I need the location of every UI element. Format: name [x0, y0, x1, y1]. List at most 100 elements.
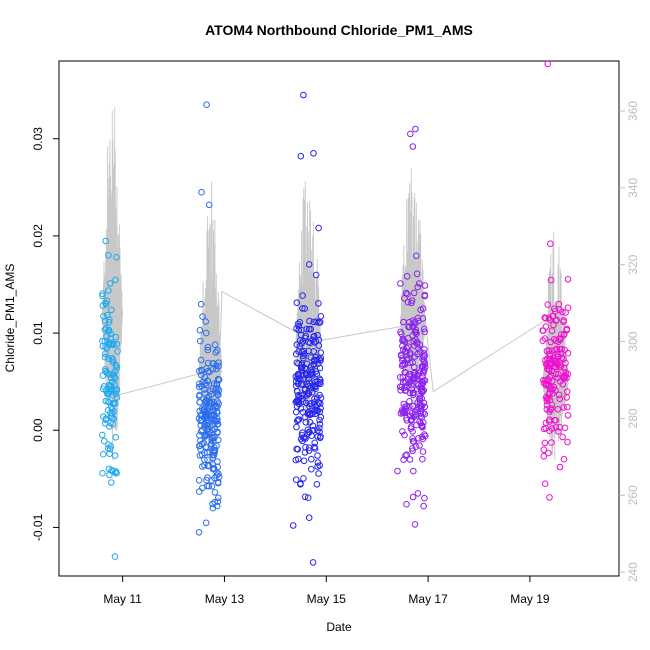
data-point	[99, 302, 107, 309]
data-point	[199, 463, 206, 470]
data-point	[414, 283, 422, 291]
data-point	[102, 301, 110, 308]
data-point	[307, 370, 314, 377]
data-point	[560, 455, 568, 463]
data-point	[210, 465, 217, 472]
data-point	[555, 371, 562, 378]
data-point	[101, 326, 109, 334]
data-point	[105, 328, 112, 335]
data-point	[309, 422, 317, 430]
data-point	[215, 470, 222, 478]
data-point	[206, 399, 214, 407]
data-point	[196, 442, 204, 450]
data-point	[412, 410, 419, 418]
data-point	[105, 287, 112, 294]
x-axis-label: Date	[326, 620, 352, 634]
data-point	[198, 405, 206, 413]
data-point	[419, 448, 427, 455]
data-point	[420, 368, 427, 375]
data-point	[559, 433, 566, 441]
data-point	[554, 405, 562, 413]
data-point	[211, 341, 219, 349]
data-point	[403, 344, 410, 352]
data-point	[399, 428, 406, 435]
data-point-outlier	[315, 224, 322, 232]
data-point	[564, 403, 571, 411]
data-point	[299, 429, 306, 437]
data-point	[293, 423, 300, 431]
data-point	[105, 382, 112, 389]
data-point	[548, 327, 556, 335]
data-point	[409, 359, 416, 366]
y-axis-left: -0.01 0.00 0.01 0.02 0.03	[31, 127, 59, 541]
data-point	[402, 369, 410, 377]
data-point	[560, 404, 568, 411]
data-point	[415, 404, 422, 411]
data-point	[110, 408, 118, 415]
data-point-outlier	[412, 125, 419, 133]
data-point	[292, 456, 300, 464]
data-point	[305, 390, 313, 398]
data-point	[418, 378, 426, 385]
data-point	[205, 430, 212, 438]
scatter-points	[99, 60, 572, 566]
data-point-outlier	[300, 91, 307, 99]
data-point	[409, 391, 417, 399]
data-point	[107, 385, 115, 393]
data-point	[307, 384, 315, 391]
data-point	[415, 435, 422, 442]
data-point	[309, 559, 317, 566]
data-point	[304, 494, 312, 502]
data-point	[408, 381, 415, 389]
data-point	[553, 345, 561, 353]
y-tick-label: 0.03	[31, 127, 45, 151]
data-point	[552, 363, 560, 371]
data-point	[196, 488, 203, 495]
data-point	[204, 359, 212, 367]
data-point	[113, 364, 120, 372]
data-point	[112, 390, 120, 398]
data-point	[107, 419, 114, 427]
y-tick-label: -0.01	[31, 513, 45, 541]
data-point	[293, 299, 301, 307]
data-point	[298, 360, 306, 368]
data-point	[292, 408, 300, 416]
data-point-outlier	[547, 240, 554, 247]
data-point	[112, 333, 119, 341]
data-point	[421, 403, 429, 411]
data-point	[419, 388, 426, 395]
data-point	[556, 335, 563, 343]
data-point	[396, 383, 404, 391]
data-point	[415, 382, 422, 389]
data-point	[404, 298, 412, 306]
data-point	[314, 463, 321, 470]
data-point	[214, 385, 222, 392]
data-point	[201, 423, 208, 430]
data-point	[211, 446, 219, 454]
secondary-burst-3	[399, 168, 426, 418]
data-point	[113, 470, 120, 477]
data-point	[210, 451, 218, 459]
data-point	[307, 363, 315, 370]
data-point	[564, 438, 571, 446]
data-point-outlier	[198, 188, 205, 196]
data-point	[553, 316, 560, 324]
data-point	[101, 317, 109, 325]
data-point	[209, 461, 216, 468]
data-point	[402, 289, 410, 297]
data-point	[421, 494, 428, 502]
data-point	[564, 349, 572, 357]
data-point	[555, 428, 562, 435]
data-point-outlier	[541, 480, 549, 488]
y2-tick-label: 320	[626, 254, 640, 274]
data-point	[297, 435, 305, 443]
data-point	[196, 398, 203, 406]
data-point	[543, 397, 551, 405]
data-point	[210, 407, 217, 415]
data-point	[407, 378, 414, 386]
secondary-baseline-line	[102, 290, 569, 400]
data-point	[543, 401, 551, 409]
data-point	[294, 417, 301, 425]
data-point-outlier	[205, 201, 213, 209]
data-point	[99, 385, 107, 393]
